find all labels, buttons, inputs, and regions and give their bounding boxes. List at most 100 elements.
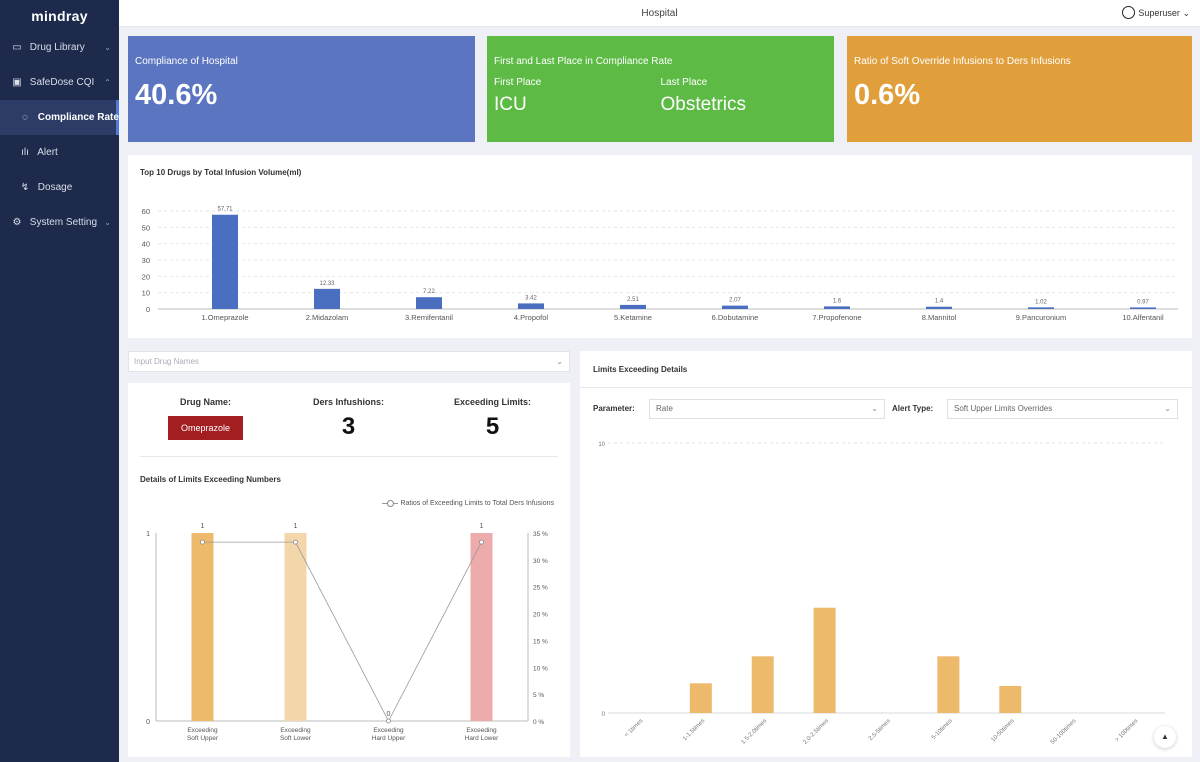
bar — [470, 533, 493, 721]
y-right-tick-label: 10 % — [533, 665, 548, 672]
ratio-point — [479, 539, 484, 545]
y-tick-label: 40 — [142, 240, 150, 249]
sidebar-item-label: Dosage — [37, 182, 73, 193]
legend-label: Ratios of Exceeding Limits to Total Ders… — [400, 499, 554, 507]
exceeding-label: Exceeding Limits: — [453, 397, 532, 407]
scroll-top-button[interactable]: ▲ — [1154, 726, 1176, 748]
sidebar-item-label: Drug Library — [29, 42, 85, 53]
x-tick-label: 10-50times — [990, 718, 1015, 743]
brand-logo: mindray — [31, 8, 88, 24]
y-tick-label: 0 — [146, 305, 150, 314]
compliance-value: 40.6% — [135, 79, 218, 111]
alert-type-value: Soft Upper Limits Overrides — [954, 404, 1053, 413]
user-name: Superuser — [1138, 8, 1180, 18]
x-tick-label: < 1times — [624, 718, 644, 738]
x-tick-label: 1.5-2.0times — [741, 718, 769, 746]
chevron-down-icon: ⌄ — [1182, 8, 1190, 18]
compliance-card: Compliance of Hospital 40.6% — [128, 36, 475, 142]
bar — [937, 656, 960, 713]
ratio-point — [293, 539, 298, 545]
divider — [140, 456, 558, 457]
bar — [212, 214, 238, 309]
x-tick-label: Exceeding — [373, 727, 404, 734]
x-tick-label: Hard Lower — [465, 735, 499, 742]
chevron-down-icon: ⌄ — [104, 43, 111, 52]
drug-name-chip[interactable]: Omeprazole — [168, 416, 243, 440]
x-tick-label: 10.Alfentanil — [1122, 313, 1164, 322]
sidebar-item-compliance-rate[interactable]: ◌ Compliance Rate — [0, 100, 119, 135]
sidebar-item-label: Compliance Rate — [37, 112, 119, 123]
sidebar: mindray ▭ Drug Library ⌄ ▣ SafeDose CQI … — [0, 0, 119, 762]
ders-label: Ders Infushions: — [312, 397, 384, 407]
y-tick-label: 0 — [602, 712, 606, 718]
x-tick-label: 2.5-5times — [868, 718, 892, 742]
x-tick-label: Exceeding — [187, 727, 218, 734]
bar — [518, 303, 544, 309]
sidebar-item-drug-library[interactable]: ▭ Drug Library ⌄ — [0, 30, 119, 65]
x-tick-label: Exceeding — [466, 727, 497, 734]
bar — [751, 656, 774, 713]
y-right-tick-label: 30 % — [533, 558, 548, 565]
sidebar-item-label: Alert — [37, 147, 58, 158]
y-left-tick-label: 1 — [146, 531, 150, 538]
top10-panel: Top 10 Drugs by Total Infusion Volume(ml… — [128, 155, 1192, 338]
data-label: 1.6 — [833, 298, 842, 304]
limits-panel: Limits Exceeding Details Parameter: Rate… — [580, 351, 1192, 757]
bar — [926, 306, 952, 309]
x-tick-label: Soft Upper — [187, 735, 219, 742]
exceeding-legend[interactable]: Ratios of Exceeding Limits to Total Ders… — [382, 499, 554, 507]
exceeding-chart-title: Details of Limits Exceeding Numbers — [140, 475, 281, 484]
limits-title: Limits Exceeding Details — [593, 365, 688, 374]
ders-block: Ders Infushions: 3 — [296, 397, 401, 441]
x-tick-label: 9.Pancuronium — [1016, 313, 1066, 322]
bar — [416, 297, 442, 309]
data-label: 2.51 — [627, 297, 639, 303]
y-right-tick-label: 25 % — [533, 585, 548, 592]
x-tick-label: > 100times — [1114, 718, 1139, 743]
data-label: 1 — [480, 523, 484, 530]
sidebar-item-alert[interactable]: ılı Alert — [0, 135, 119, 170]
sidebar-item-label: System Setting — [29, 217, 98, 228]
limits-chart: 0 10 < 1times 1-1.5times 1.5-2.0times 2.0-2.5… — [598, 442, 1165, 746]
parameter-select[interactable]: Rate ⌄ — [649, 399, 885, 419]
drug-name-placeholder: Input Drug Names — [134, 357, 199, 366]
x-tick-label: 1-1.5times — [682, 718, 706, 742]
monitor-icon: ▣ — [12, 77, 22, 88]
data-label: 1.4 — [935, 299, 944, 305]
x-tick-label: 6.Dobutamine — [712, 313, 759, 322]
sidebar-item-dosage[interactable]: ↯ Dosage — [0, 170, 119, 205]
user-menu[interactable]: Superuser ⌄ — [1122, 0, 1190, 27]
chevron-up-icon: ⌃ — [104, 78, 111, 87]
last-place-value: Obstetrics — [660, 94, 747, 115]
data-label: 1 — [201, 523, 205, 530]
drug-name-label: Drug Name: — [179, 397, 231, 407]
y-left-tick-label: 0 — [146, 719, 150, 726]
x-tick-label: 7.Propofenone — [812, 313, 861, 322]
sidebar-item-system-setting[interactable]: ⚙ System Setting ⌄ — [0, 205, 119, 240]
exceeding-value: 5 — [485, 413, 500, 440]
sidebar-item-label: SafeDose CQI — [29, 77, 95, 88]
y-tick-label: 10 — [598, 442, 605, 448]
sidebar-item-safedose-cqi[interactable]: ▣ SafeDose CQI ⌃ — [0, 65, 119, 100]
x-tick-label: 5-10times — [931, 718, 954, 741]
chevron-up-icon: ▲ — [1161, 732, 1169, 741]
first-place-label: First Place — [494, 77, 542, 88]
chevron-down-icon: ⌄ — [871, 404, 878, 413]
y-tick-label: 30 — [142, 256, 150, 265]
data-label: 3.42 — [525, 295, 537, 301]
x-tick-label: Soft Lower — [280, 735, 312, 742]
bar — [314, 288, 340, 309]
chevron-down-icon: ⌄ — [104, 218, 111, 227]
x-tick-label: Hard Upper — [372, 735, 406, 742]
alert-type-select[interactable]: Soft Upper Limits Overrides ⌄ — [947, 399, 1178, 419]
x-tick-label: 4.Propofol — [514, 313, 549, 322]
ratio-point — [200, 539, 205, 545]
drug-name-input[interactable]: Input Drug Names ⌄ — [128, 351, 570, 372]
alert-type-label: Alert Type: — [892, 404, 934, 413]
x-tick-label: 2.Midazolam — [306, 313, 349, 322]
divider — [580, 387, 1192, 388]
x-tick-label: 1.Omeprazole — [201, 313, 248, 322]
x-tick-label: Exceeding — [280, 727, 311, 734]
top10-title: Top 10 Drugs by Total Infusion Volume(ml… — [140, 168, 302, 177]
ratio-line — [202, 541, 482, 722]
